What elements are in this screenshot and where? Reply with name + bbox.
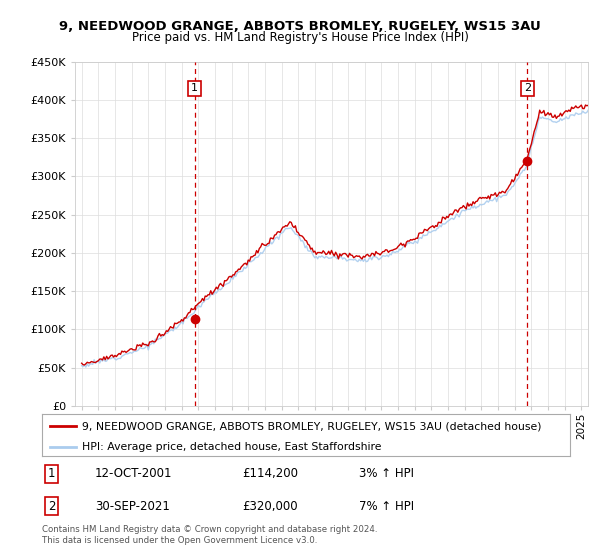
Text: £114,200: £114,200 [242, 468, 299, 480]
Text: 9, NEEDWOOD GRANGE, ABBOTS BROMLEY, RUGELEY, WS15 3AU: 9, NEEDWOOD GRANGE, ABBOTS BROMLEY, RUGE… [59, 20, 541, 32]
Text: Price paid vs. HM Land Registry's House Price Index (HPI): Price paid vs. HM Land Registry's House … [131, 31, 469, 44]
Text: 3% ↑ HPI: 3% ↑ HPI [359, 468, 414, 480]
Text: 12-OCT-2001: 12-OCT-2001 [95, 468, 172, 480]
Text: 2: 2 [48, 500, 55, 513]
Text: Contains HM Land Registry data © Crown copyright and database right 2024.
This d: Contains HM Land Registry data © Crown c… [42, 525, 377, 545]
Text: 9, NEEDWOOD GRANGE, ABBOTS BROMLEY, RUGELEY, WS15 3AU (detached house): 9, NEEDWOOD GRANGE, ABBOTS BROMLEY, RUGE… [82, 421, 541, 431]
Text: HPI: Average price, detached house, East Staffordshire: HPI: Average price, detached house, East… [82, 442, 381, 452]
Text: 30-SEP-2021: 30-SEP-2021 [95, 500, 170, 513]
Text: 1: 1 [48, 468, 55, 480]
Text: £320,000: £320,000 [242, 500, 298, 513]
Text: 1: 1 [191, 83, 198, 94]
Text: 2: 2 [524, 83, 531, 94]
Text: 7% ↑ HPI: 7% ↑ HPI [359, 500, 414, 513]
